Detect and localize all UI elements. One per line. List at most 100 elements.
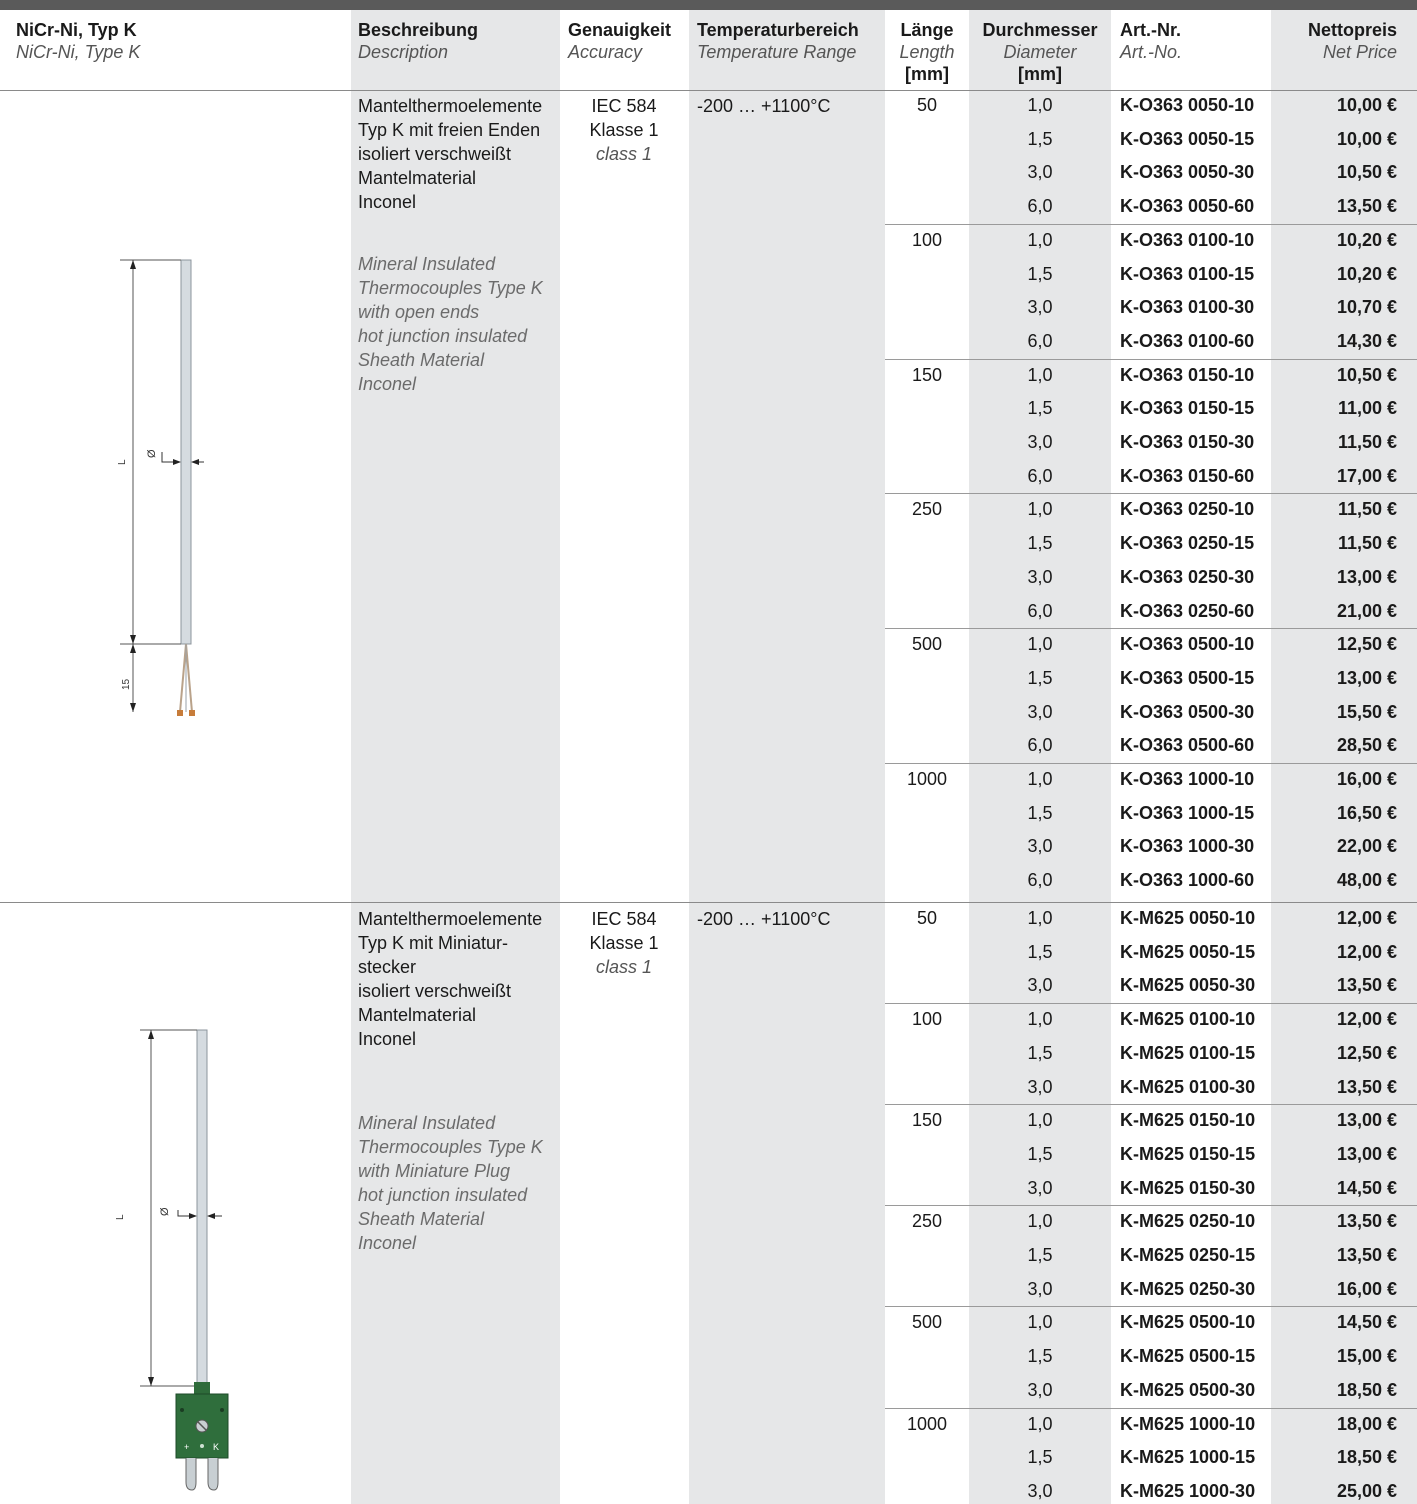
section1-acc-class-en: class 1 bbox=[595, 144, 653, 164]
section1-acc-standard: IEC 584 bbox=[591, 96, 657, 116]
group-separator bbox=[885, 1407, 1417, 1409]
header-length: Länge Length [mm] bbox=[885, 19, 969, 85]
diameter-cell: 6,0 bbox=[1027, 465, 1053, 486]
diameter-cell: 1,5 bbox=[1027, 1042, 1053, 1063]
price-cell: 10,70 € bbox=[1336, 297, 1397, 318]
article-number-cell: K-M625 1000-15 bbox=[1120, 1447, 1256, 1468]
group-separator bbox=[885, 223, 1417, 225]
header-price-en: Net Price bbox=[1322, 42, 1397, 62]
group-separator bbox=[885, 1306, 1417, 1308]
diameter-cell: 1,5 bbox=[1027, 802, 1053, 823]
price-cell: 11,50 € bbox=[1337, 533, 1397, 554]
diameter-cell: 1,5 bbox=[1027, 941, 1053, 962]
group-separator bbox=[885, 493, 1417, 495]
article-number-cell: K-O363 0050-10 bbox=[1120, 95, 1255, 115]
article-number-cell: K-M625 0100-30 bbox=[1120, 1076, 1256, 1097]
price-cell: 12,50 € bbox=[1336, 634, 1397, 655]
header-diameter: Durchmesser Diameter [mm] bbox=[969, 19, 1111, 85]
diameter-cell: 1,0 bbox=[1027, 229, 1053, 250]
price-cell: 17,00 € bbox=[1336, 465, 1397, 486]
diameter-cell: 1,5 bbox=[1027, 128, 1053, 149]
diameter-cell: 1,0 bbox=[1027, 1413, 1053, 1434]
article-number-cell: K-M625 1000-30 bbox=[1120, 1480, 1256, 1501]
diameter-cell: 1,0 bbox=[1027, 634, 1053, 655]
price-cell: 15,00 € bbox=[1336, 1346, 1397, 1367]
price-cell: 25,00 € bbox=[1336, 1480, 1397, 1501]
header-description: Beschreibung Description bbox=[358, 19, 478, 63]
article-number-cell: K-M625 0250-10 bbox=[1120, 1211, 1256, 1232]
diameter-cell: 6,0 bbox=[1027, 196, 1053, 217]
article-number-cell: K-O363 0250-15 bbox=[1120, 533, 1255, 554]
price-cell: 16,50 € bbox=[1336, 802, 1397, 823]
diagram1-label-diameter: Ø bbox=[146, 449, 158, 458]
article-number-cell: K-M625 0050-30 bbox=[1120, 975, 1256, 996]
price-cell: 16,00 € bbox=[1336, 769, 1397, 789]
price-cell: 15,50 € bbox=[1336, 701, 1397, 722]
article-number-cell: K-M625 0500-15 bbox=[1120, 1346, 1256, 1367]
price-cell: 14,30 € bbox=[1336, 330, 1397, 351]
diameter-cell: 6,0 bbox=[1027, 870, 1053, 891]
price-cell: 13,00 € bbox=[1336, 566, 1397, 587]
diameter-cell: 1,5 bbox=[1027, 667, 1053, 688]
price-cell: 22,00 € bbox=[1336, 836, 1397, 857]
top-bar bbox=[0, 0, 1417, 10]
header-price-de: Nettopreis bbox=[1307, 20, 1397, 40]
price-cell: 10,00 € bbox=[1336, 95, 1397, 115]
price-cell: 21,00 € bbox=[1336, 600, 1397, 621]
header-acc-en: Accuracy bbox=[568, 42, 643, 62]
header-dia-unit: [mm] bbox=[1018, 64, 1062, 84]
article-number-cell: K-O363 0500-30 bbox=[1120, 701, 1255, 722]
diameter-cell: 1,5 bbox=[1027, 1143, 1053, 1164]
article-number-cell: K-M625 0150-10 bbox=[1120, 1110, 1256, 1131]
article-number-cell: K-O363 1000-10 bbox=[1120, 769, 1255, 789]
length-cell: 1000 bbox=[906, 769, 948, 789]
header-art-de: Art.-Nr. bbox=[1120, 20, 1182, 40]
section1-acc-class-de: Klasse 1 bbox=[589, 120, 659, 140]
length-cell: 500 bbox=[911, 634, 943, 655]
article-number-cell: K-O363 0050-30 bbox=[1120, 162, 1255, 183]
diameter-cell: 1,0 bbox=[1027, 95, 1053, 115]
diameter-cell: 1,0 bbox=[1027, 1110, 1053, 1131]
price-cell: 18,50 € bbox=[1336, 1379, 1397, 1400]
price-cell: 11,00 € bbox=[1337, 398, 1397, 419]
price-cell: 18,50 € bbox=[1336, 1447, 1397, 1468]
section2-acc-standard: IEC 584 bbox=[591, 909, 657, 929]
price-cell: 48,00 € bbox=[1336, 870, 1397, 891]
diameter-cell: 1,0 bbox=[1027, 769, 1053, 789]
diameter-cell: 3,0 bbox=[1027, 297, 1053, 318]
section2-acc-class-en: class 1 bbox=[595, 957, 653, 977]
price-cell: 13,50 € bbox=[1336, 196, 1397, 217]
diameter-cell: 3,0 bbox=[1027, 162, 1053, 183]
diameter-cell: 1,5 bbox=[1027, 263, 1053, 284]
desc-column-shade bbox=[351, 10, 560, 1504]
plug-plus-label: + bbox=[184, 1442, 189, 1452]
header-acc-de: Genauigkeit bbox=[568, 20, 672, 40]
header-len-de: Länge bbox=[900, 20, 954, 40]
length-cell: 250 bbox=[911, 1211, 943, 1232]
article-number-cell: K-O363 0250-60 bbox=[1120, 600, 1255, 621]
group-separator bbox=[885, 1104, 1417, 1106]
diameter-cell: 1,0 bbox=[1027, 364, 1053, 385]
price-cell: 13,50 € bbox=[1336, 975, 1397, 996]
header-desc-de: Beschreibung bbox=[358, 20, 479, 40]
diameter-cell: 3,0 bbox=[1027, 701, 1053, 722]
article-number-cell: K-M625 0050-10 bbox=[1120, 908, 1256, 928]
length-cell: 150 bbox=[911, 1110, 943, 1131]
diameter-cell: 1,5 bbox=[1027, 1245, 1053, 1265]
price-cell: 10,00 € bbox=[1336, 128, 1397, 149]
diameter-cell: 3,0 bbox=[1027, 1177, 1053, 1198]
header-dia-en: Diameter bbox=[1003, 42, 1077, 62]
price-cell: 28,50 € bbox=[1336, 735, 1397, 756]
price-column-shade bbox=[1271, 10, 1417, 1504]
price-cell: 16,00 € bbox=[1336, 1278, 1397, 1299]
price-cell: 11,50 € bbox=[1337, 432, 1397, 452]
section2-acc-class-de: Klasse 1 bbox=[589, 933, 659, 953]
diameter-cell: 1,0 bbox=[1027, 908, 1053, 928]
price-cell: 18,00 € bbox=[1336, 1413, 1397, 1434]
thermocouple-miniature-plug-diagram: + K L Ø bbox=[115, 1029, 229, 1491]
section1-accuracy: IEC 584 Klasse 1 class 1 bbox=[568, 94, 680, 166]
price-cell: 13,50 € bbox=[1336, 1076, 1397, 1097]
price-cell: 13,50 € bbox=[1336, 1211, 1397, 1232]
article-number-cell: K-O363 0250-30 bbox=[1120, 566, 1255, 587]
length-cell: 100 bbox=[911, 1009, 943, 1030]
